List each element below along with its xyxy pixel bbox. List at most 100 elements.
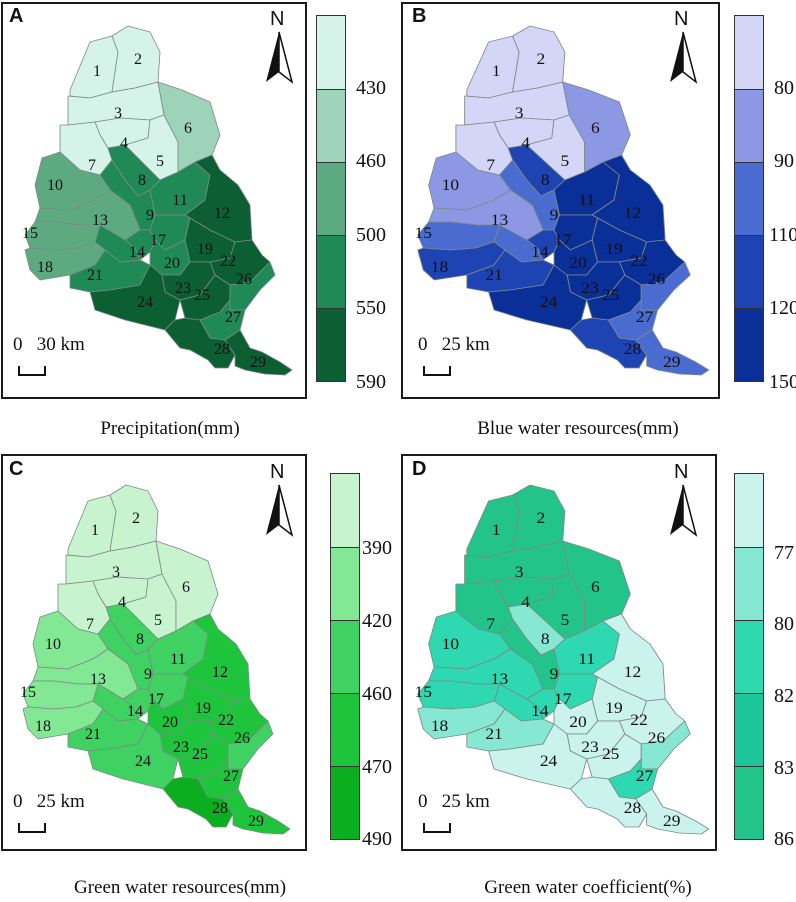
subbasin-label: 15 [414, 683, 431, 701]
subbasin-label: 25 [192, 746, 208, 763]
legend-label: 150 [769, 371, 796, 393]
subbasin-label: 9 [550, 206, 559, 224]
subbasin-label: 2 [537, 50, 546, 68]
subbasin-label: 8 [138, 172, 146, 189]
legend-swatch [331, 693, 359, 766]
subbasin-label: 29 [663, 353, 680, 371]
subbasin-label: 13 [491, 670, 508, 688]
subbasin-label: 17 [554, 231, 571, 249]
legend-swatch [331, 474, 359, 547]
panel-letter: A [9, 5, 24, 27]
scale-bar [18, 366, 46, 376]
scale-bar [18, 823, 46, 833]
subbasin-label: 10 [45, 636, 61, 653]
subbasin-label: 10 [442, 176, 459, 194]
legend-label: 460 [362, 683, 392, 705]
legend-label: 86 [774, 828, 794, 850]
panel-letter: B [412, 5, 427, 27]
subbasin-label: 1 [492, 62, 501, 80]
legend-swatch [735, 474, 763, 547]
legend-label: 90 [774, 150, 794, 172]
subbasin-label: 10 [47, 177, 63, 194]
legend-label: 80 [774, 77, 794, 99]
subbasin-label: 28 [212, 800, 228, 817]
scale-bar [423, 823, 451, 833]
subbasin-label: 19 [605, 240, 622, 258]
legend-label: 120 [769, 297, 796, 319]
subbasin-label: 19 [197, 241, 213, 258]
subbasin-label: 29 [248, 813, 264, 830]
subbasin-label: 12 [214, 205, 230, 222]
legend-label: 490 [362, 828, 392, 850]
panel-d: 1 2 3 4 5 6 7 8 9 10 11 12 13 14 15 17 18 19 20 21 22 23 24 25 2… [398, 451, 796, 902]
subbasin-29 [224, 329, 293, 376]
subbasin-label: 23 [175, 280, 191, 297]
subbasin-label: 22 [630, 252, 647, 270]
subbasin-label: 6 [591, 578, 600, 596]
legend-swatch [331, 766, 359, 839]
subbasin-label: 9 [144, 666, 152, 683]
panel-caption: Green water resources(mm) [73, 877, 287, 898]
legend-colorbar [316, 15, 346, 382]
panel-letter: D [412, 458, 427, 480]
subbasin-label: 4 [118, 594, 126, 611]
subbasin-label: 5 [154, 612, 162, 629]
legend-swatch [735, 162, 763, 235]
subbasin-29 [222, 788, 291, 835]
subbasin-label: 2 [134, 51, 142, 68]
subbasin-label: 5 [561, 611, 570, 629]
subbasin-label: 14 [531, 702, 549, 720]
legend-label: 460 [356, 150, 386, 172]
panel-caption: Precipitation(mm) [100, 418, 240, 439]
subbasin-label: 6 [182, 579, 190, 596]
panel-b: 1 2 3 4 5 6 7 8 9 10 11 12 13 14 15 17 18 19 20 21 22 23 24 25 2… [398, 0, 796, 451]
subbasin-label: 21 [85, 726, 101, 743]
legend-label: 550 [356, 297, 386, 319]
subbasin-29 [635, 329, 710, 376]
subbasin-label: 21 [485, 725, 502, 743]
subbasin-label: 24 [540, 293, 558, 311]
subbasin-label: 11 [578, 650, 595, 668]
legend-swatch [735, 16, 763, 89]
legend-swatch [735, 308, 763, 381]
subbasin-label: 18 [431, 258, 448, 276]
subbasin-label: 3 [515, 563, 524, 581]
panel-caption: Green water coefficient(%) [484, 877, 692, 898]
subbasin-label: 28 [624, 340, 641, 358]
subbasin-24 [87, 723, 179, 790]
subbasin-label: 25 [602, 286, 619, 304]
subbasin-label: 7 [86, 616, 94, 633]
subbasin-24 [488, 723, 588, 790]
north-label: N [270, 8, 285, 30]
subbasin-label: 14 [531, 243, 549, 261]
scale-label: 0 25 km [418, 334, 490, 355]
legend-swatch [331, 547, 359, 620]
subbasin-label: 1 [492, 521, 501, 539]
subbasin-label: 24 [135, 753, 151, 770]
legend-label: 430 [356, 77, 386, 99]
subbasin-label: 29 [250, 354, 266, 371]
scale-label: 0 30 km [13, 334, 85, 355]
subbasin-label: 17 [150, 232, 166, 249]
subbasin-label: 25 [194, 287, 210, 304]
subbasin-label: 4 [521, 593, 530, 611]
subbasin-label: 9 [550, 665, 559, 683]
subbasin-label: 21 [87, 267, 103, 284]
subbasin-label: 23 [173, 739, 189, 756]
north-arrow-icon [266, 484, 294, 537]
legend-label: 83 [774, 757, 794, 779]
panel-c: 1 2 3 4 5 6 7 8 9 10 11 12 13 14 15 17 18 19 20 21 22 23 24 25 2… [0, 451, 398, 902]
subbasin-label: 10 [442, 635, 459, 653]
subbasin-label: 13 [90, 671, 106, 688]
subbasin-label: 17 [554, 690, 571, 708]
subbasin-label: 3 [515, 104, 524, 122]
subbasin-label: 3 [114, 105, 122, 122]
panel-caption: Blue water resources(mm) [477, 418, 679, 439]
subbasin-label: 14 [129, 244, 145, 261]
subbasin-label: 12 [624, 204, 641, 222]
subbasin-label: 22 [218, 712, 234, 729]
subbasin-label: 19 [195, 700, 211, 717]
legend-label: 77 [774, 542, 794, 564]
